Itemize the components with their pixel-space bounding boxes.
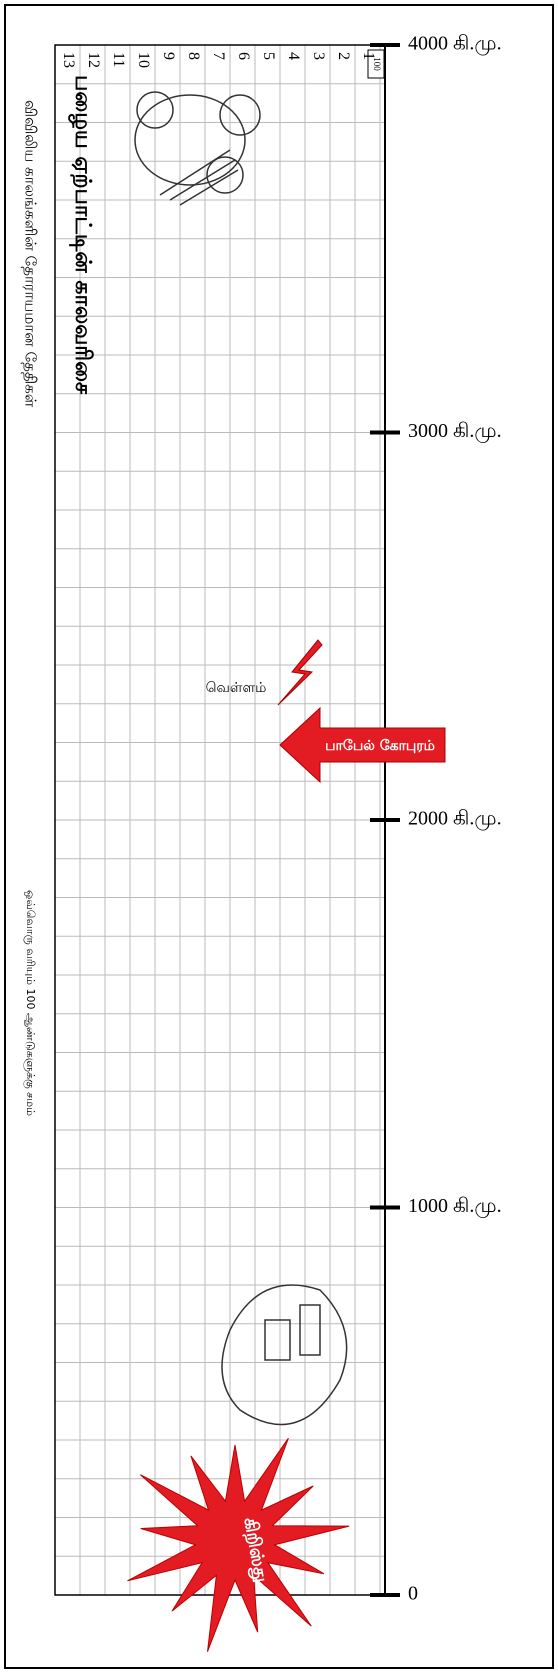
column-number: 2 <box>335 52 352 60</box>
grid <box>55 45 385 1595</box>
column-number: 7 <box>210 52 227 60</box>
christ-burst <box>127 1437 350 1652</box>
babel-label: பாபேல் கோபுரம் <box>325 738 435 754</box>
scale-box <box>367 49 385 79</box>
timeline-label: 2000 கி.மு. <box>408 808 502 831</box>
scale-box-label: 100 <box>372 57 382 71</box>
page-border <box>4 4 554 1669</box>
column-number: 12 <box>85 52 102 68</box>
column-number: 9 <box>160 52 177 60</box>
column-number: 6 <box>235 52 252 60</box>
column-number: 13 <box>60 52 77 68</box>
note: ஒவ்வொரு வரியும் 100 ஆண்டுகளுக்கு சமம் <box>22 890 37 1116</box>
creation-illustration <box>134 91 261 206</box>
timeline-label: 1000 கி.மு. <box>408 1195 502 1218</box>
column-number: 10 <box>135 52 152 68</box>
column-number: 1 <box>360 52 377 60</box>
flood-label: வெள்ளம் <box>206 680 267 696</box>
subtitle: விவிலிய காலங்களின் தோராயமான தேதிகள் <box>22 100 40 408</box>
lightning-icon <box>277 639 323 706</box>
column-number: 8 <box>185 52 202 60</box>
title: பழைய ஏற்பாட்டின் காலவரிசை <box>68 75 95 395</box>
israel-illustration <box>221 1284 348 1426</box>
timeline-label: 0 <box>408 1583 418 1605</box>
column-number: 4 <box>285 52 302 60</box>
babel-arrow <box>279 706 446 784</box>
timeline-marks: 4000 கி.மு. 3000 கி.மு. 2000 கி.மு. 1000 கி… <box>370 33 502 1605</box>
timeline-label: 3000 கி.மு. <box>408 420 502 443</box>
timeline-label: 4000 கி.மு. <box>408 33 502 56</box>
column-number: 11 <box>110 52 127 67</box>
column-number: 3 <box>310 52 327 60</box>
column-number: 5 <box>260 52 277 60</box>
